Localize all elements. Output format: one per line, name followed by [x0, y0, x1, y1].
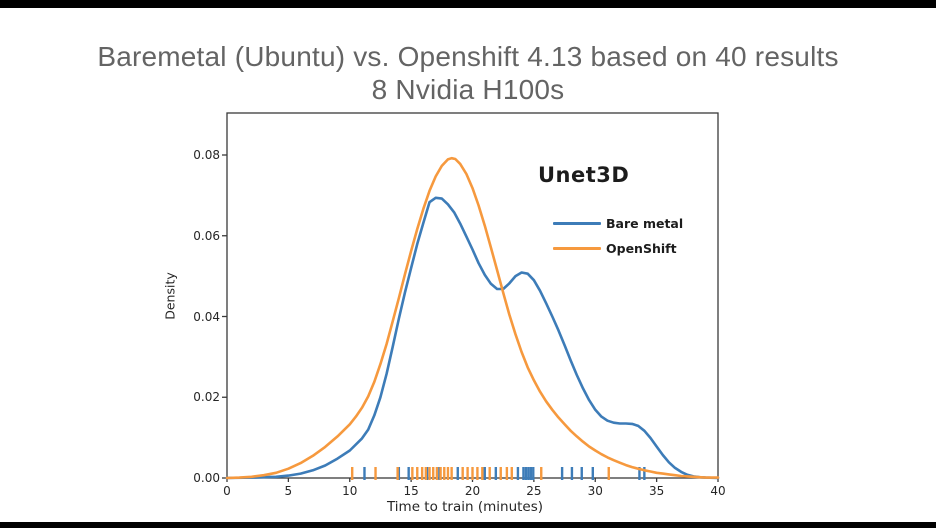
- legend: Bare metal OpenShift: [553, 213, 683, 263]
- kde-curve-bare-metal: [225, 196, 720, 480]
- x-tick-label: 40: [710, 484, 726, 498]
- x-tick-label: 0: [223, 484, 231, 498]
- y-tick-label: 0.06: [193, 228, 220, 243]
- legend-label-bare-metal: Bare metal: [606, 215, 684, 231]
- x-tick-label: 15: [403, 484, 419, 498]
- y-tick-label: 0.08: [193, 148, 220, 162]
- legend-item-bare-metal: Bare metal: [553, 213, 683, 233]
- x-tick-label: 25: [526, 484, 542, 498]
- y-tick-label: 0.02: [193, 390, 220, 405]
- y-axis-label: Density: [162, 272, 178, 320]
- x-tick-label: 5: [284, 484, 293, 498]
- bottom-black-bar: [0, 522, 936, 528]
- chart-annotation-unet3d: Unet3D: [538, 163, 630, 187]
- kde-curve-openshift: [225, 156, 720, 480]
- top-black-bar: [0, 0, 936, 8]
- legend-item-openshift: OpenShift: [553, 238, 683, 258]
- plot-box: [226, 112, 719, 479]
- title-line-1: Baremetal (Ubuntu) vs. Openshift 4.13 ba…: [97, 41, 839, 72]
- x-axis-label: Time to train (minutes): [386, 499, 544, 515]
- legend-label-openshift: OpenShift: [606, 240, 677, 256]
- legend-line-bare-metal: [553, 221, 601, 225]
- title-line-2: 8 Nvidia H100s: [371, 74, 565, 105]
- y-tick-label: 0.04: [193, 309, 220, 324]
- x-tick-label: 30: [587, 484, 603, 498]
- x-tick-label: 10: [342, 484, 358, 498]
- x-tick-label: 20: [464, 484, 481, 498]
- y-tick-label: 0.00: [193, 471, 220, 485]
- legend-line-openshift: [553, 246, 601, 250]
- x-tick-label: 35: [648, 484, 665, 498]
- slide-title: Baremetal (Ubuntu) vs. Openshift 4.13 ba…: [0, 40, 936, 106]
